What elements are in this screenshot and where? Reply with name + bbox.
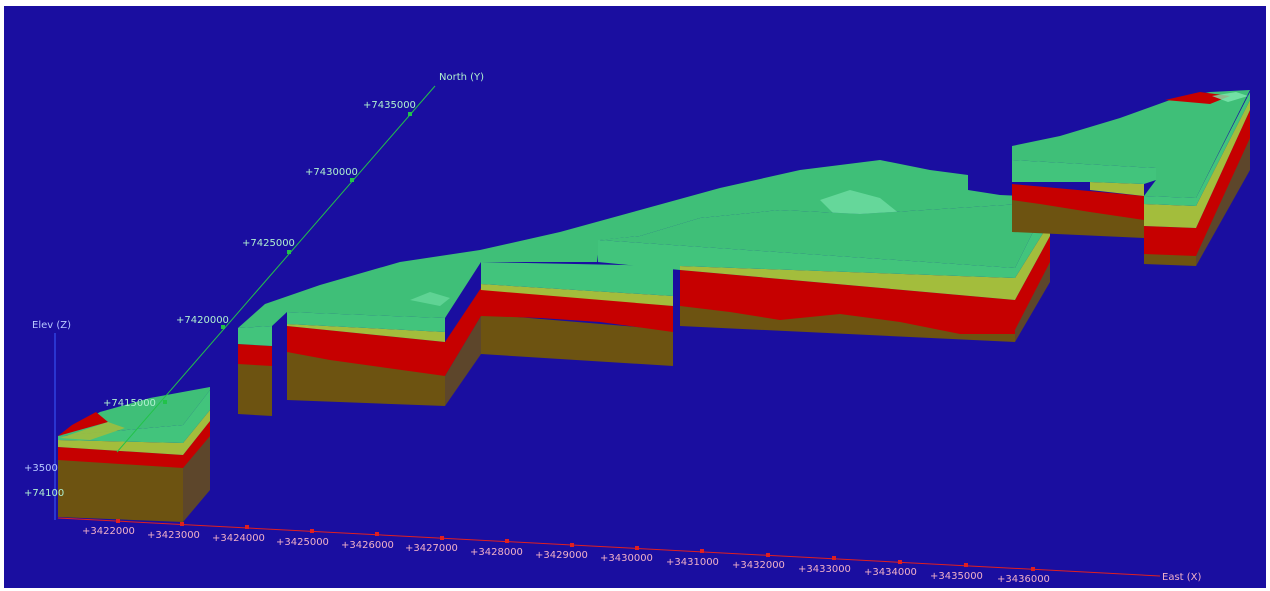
y-axis-partial-tick-label: +74100 (24, 488, 64, 499)
x-axis-tick (635, 546, 639, 550)
block-2-green-front-b (287, 312, 445, 332)
y-axis-tick-label: +7435000 (363, 100, 416, 111)
block-2-yellow-front-b (287, 324, 445, 342)
y-axis-tick (287, 250, 291, 254)
block-1-brown-front (58, 456, 183, 522)
y-axis-tick-label: +7420000 (176, 315, 229, 326)
x-axis-tick-label: +3436000 (997, 574, 1050, 585)
y-axis-label: North (Y) (439, 72, 484, 83)
block-2-brown-front-a (238, 362, 272, 416)
x-axis-tick (1031, 567, 1035, 571)
x-axis-tick (832, 556, 836, 560)
x-axis-tick-label: +3424000 (212, 533, 265, 544)
x-axis-tick (440, 536, 444, 540)
x-axis-label: East (X) (1162, 572, 1202, 583)
x-axis-tick-label: +3427000 (405, 543, 458, 554)
block-4-red-cap (1165, 92, 1230, 104)
x-axis-tick-label: +3434000 (864, 567, 917, 578)
x-axis-tick (116, 519, 120, 523)
block-4-top-surface (1012, 90, 1250, 198)
block-2-brown-side-b (445, 316, 481, 406)
block-1-red-cap (58, 412, 108, 436)
block-2-green-front-a (238, 326, 272, 346)
x-axis-tick-label: +3425000 (276, 537, 329, 548)
block-2-highlight-b (410, 292, 450, 306)
y-axis-tick (408, 112, 412, 116)
block-3-green-front (598, 240, 1015, 278)
x-axis-tick-label: +3423000 (147, 530, 200, 541)
y-axis: North (Y) +7415000 +7420000 +7425000 +74… (24, 72, 484, 499)
x-axis-tick (310, 529, 314, 533)
block-1-green-side (183, 390, 210, 443)
block-2-brown-front-b (287, 350, 445, 406)
x-axis-tick (700, 549, 704, 553)
y-axis-tick-label: +7430000 (305, 167, 358, 178)
x-axis: East (X) +3422000 +3423000 +3424000 +342… (57, 517, 1202, 585)
block-1-yellow-cap (60, 422, 125, 440)
geological-model-scene[interactable]: Elev (Z) +3500 North (Y) +7415000 +74200… (4, 6, 1266, 588)
block-2-brown-front-c (481, 314, 673, 366)
block-2-red-front-b (287, 326, 445, 376)
x-axis-tick (898, 560, 902, 564)
x-axis-tick-label: +3432000 (732, 560, 785, 571)
y-axis-tick-label: +7425000 (242, 238, 295, 249)
block-2-red-front-c (481, 288, 673, 332)
block-4-red-front-b (1144, 226, 1196, 256)
block-1-red-side (183, 421, 210, 468)
x-axis-tick-label: +3429000 (535, 550, 588, 561)
x-axis-tick (180, 522, 184, 526)
block-2-green-front-c (481, 262, 673, 296)
block-4-brown-side (1196, 136, 1250, 266)
x-axis-tick (766, 553, 770, 557)
block-4-red-side (1196, 110, 1250, 256)
x-axis-tick-label: +3426000 (341, 540, 394, 551)
z-axis-label: Elev (Z) (32, 320, 71, 331)
x-axis-tick (245, 525, 249, 529)
x-axis-line (57, 517, 1161, 577)
block-1-yellow-side (183, 410, 210, 455)
y-axis-line (116, 85, 436, 453)
block-3-yellow-front (680, 266, 1015, 300)
block-1-brown-side (183, 432, 210, 522)
x-axis-tick-label: +3430000 (600, 553, 653, 564)
x-axis-tick-label: +3428000 (470, 547, 523, 558)
block-4-yellow-side (1196, 100, 1250, 228)
block-4-highlight (1212, 92, 1248, 102)
model-block-3 (598, 198, 1050, 342)
block-2-red-side-b (445, 288, 481, 376)
block-3-red-side (1015, 236, 1050, 330)
block-4-red-front-a (1012, 184, 1144, 220)
block-4-green-front-b (1144, 196, 1196, 206)
3d-viewport[interactable]: Elev (Z) +3500 North (Y) +7415000 +74200… (4, 6, 1266, 588)
y-axis-tick (163, 400, 167, 404)
y-axis-tick-label: +7415000 (103, 398, 156, 409)
x-axis-tick-label: +3422000 (82, 526, 135, 537)
x-axis-tick-label: +3435000 (930, 571, 983, 582)
x-axis-tick (375, 532, 379, 536)
model-block-1 (58, 387, 210, 522)
y-axis-tick (350, 178, 354, 182)
x-axis-tick (505, 539, 509, 543)
model-block-4 (1012, 90, 1250, 266)
block-3-red-front (680, 270, 1015, 334)
block-3-yellow-side (1015, 222, 1050, 300)
x-axis-tick (570, 543, 574, 547)
z-axis-tick-label: +3500 (24, 463, 58, 474)
model-block-2 (238, 160, 1048, 416)
x-axis-tick-label: +3431000 (666, 557, 719, 568)
y-axis-tick (221, 325, 225, 329)
x-axis-tick (964, 563, 968, 567)
block-4-green-side (1196, 92, 1250, 206)
block-3-top-surface (598, 198, 1050, 268)
z-axis: Elev (Z) +3500 (24, 320, 71, 520)
block-1-red-front (58, 447, 183, 468)
block-4-yellow-front-a (1090, 182, 1144, 196)
x-axis-tick-label: +3433000 (798, 564, 851, 575)
block-4-yellow-front-b (1144, 204, 1196, 228)
block-2-red-front-a (238, 344, 272, 366)
block-2-yellow-front-c (481, 284, 673, 306)
